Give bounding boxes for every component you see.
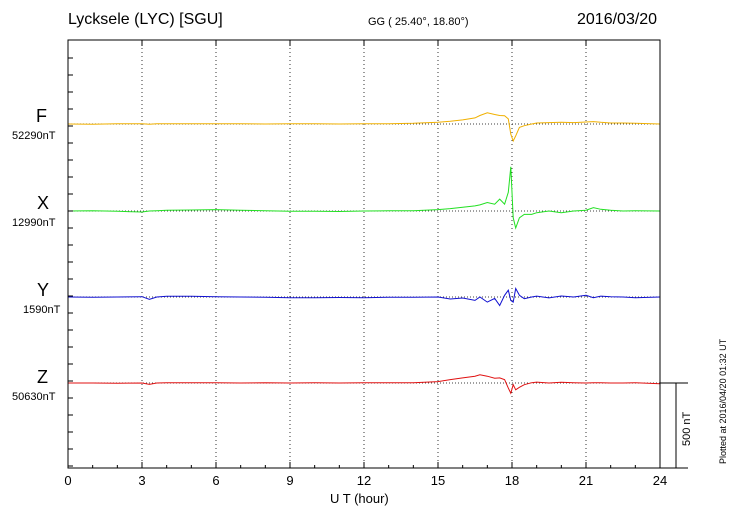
series-x-line	[67, 166, 661, 230]
series-z-line	[68, 374, 661, 395]
station-title: Lycksele (LYC) [SGU]	[68, 11, 223, 28]
component-y-label: Y	[37, 280, 50, 300]
x-tick-label-3: 3	[138, 473, 145, 488]
x-tick-label-9: 9	[286, 473, 293, 488]
date-label: 2016/03/20	[577, 11, 658, 28]
component-y-baseline: 1590nT	[23, 304, 61, 316]
x-tick-label-21: 21	[579, 473, 593, 488]
x-tick-label-18: 18	[505, 473, 519, 488]
component-f-baseline: 52290nT	[12, 130, 56, 142]
scale-bar	[660, 382, 688, 469]
component-x-label: X	[37, 193, 50, 213]
series-lines	[67, 112, 661, 395]
geographic-coords: GG ( 25.40°, 18.80°)	[368, 16, 469, 28]
axis-ticks: 0 3 6 9 12 15 18 21 24	[64, 40, 667, 488]
x-tick-label-15: 15	[431, 473, 445, 488]
plotted-timestamp: Plotted at 2016/04/20 01:32 UT	[718, 338, 728, 464]
scale-bar-label: 500 nT	[681, 411, 693, 446]
series-f-line	[67, 112, 661, 143]
x-tick-label-6: 6	[212, 473, 219, 488]
x-tick-label-0: 0	[64, 473, 71, 488]
component-f-label: F	[36, 106, 47, 126]
component-x-baseline: 12990nT	[12, 217, 56, 229]
x-axis-label: U T (hour)	[330, 491, 389, 506]
component-z-label: Z	[37, 367, 48, 387]
x-tick-label-12: 12	[357, 473, 371, 488]
grid	[141, 40, 587, 468]
series-y-line	[67, 287, 661, 307]
x-tick-label-24: 24	[653, 473, 667, 488]
component-z-baseline: 50630nT	[12, 391, 56, 403]
